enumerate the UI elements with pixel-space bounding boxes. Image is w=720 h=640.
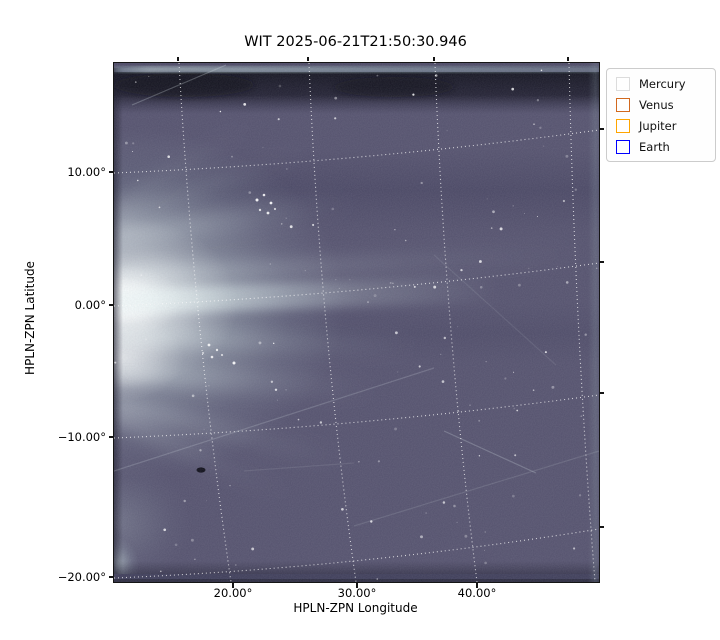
legend-label: Venus — [639, 97, 674, 112]
x-tick-top — [307, 56, 309, 61]
legend-item-venus: Venus — [616, 98, 706, 112]
x-tick — [476, 583, 478, 588]
legend-item-mercury: Mercury — [616, 77, 706, 91]
y-tick — [108, 171, 113, 173]
x-tick-label: 20.00° — [213, 586, 253, 600]
x-tick-top — [567, 56, 569, 61]
legend-item-jupiter: Jupiter — [616, 119, 706, 133]
y-tick-label: 10.00° — [67, 165, 106, 179]
y-tick — [108, 436, 113, 438]
grain-overlay-dark — [114, 63, 599, 582]
y-tick-right — [599, 128, 604, 130]
legend-item-earth: Earth — [616, 140, 706, 154]
sky-image — [114, 63, 599, 582]
legend-label: Earth — [639, 139, 670, 154]
y-axis-label: HPLN-ZPN Latitude — [23, 261, 37, 375]
image-panel — [113, 62, 600, 583]
x-tick-top — [177, 56, 179, 61]
mercury-swatch-icon — [616, 77, 630, 91]
x-tick-label: 40.00° — [457, 586, 497, 600]
x-tick-top — [433, 56, 435, 61]
legend-label: Jupiter — [639, 118, 677, 133]
x-tick — [232, 583, 234, 588]
x-axis-label: HPLN-ZPN Longitude — [293, 601, 418, 615]
y-tick-label: 0.00° — [74, 298, 106, 312]
earth-swatch-icon — [616, 140, 630, 154]
y-tick — [108, 304, 113, 306]
venus-swatch-icon — [616, 98, 630, 112]
x-tick — [356, 583, 358, 588]
legend: Mercury Venus Jupiter Earth — [606, 68, 716, 162]
x-tick-label: 30.00° — [337, 586, 377, 600]
y-tick-right — [599, 392, 604, 394]
y-tick-right — [599, 261, 604, 263]
y-tick-label: −20.00° — [57, 570, 106, 584]
legend-label: Mercury — [639, 76, 686, 91]
plot-title: WIT 2025-06-21T21:50:30.946 — [244, 34, 467, 50]
y-tick-right — [599, 526, 604, 528]
jupiter-swatch-icon — [616, 119, 630, 133]
y-tick-label: −10.00° — [57, 430, 106, 444]
y-tick — [108, 576, 113, 578]
